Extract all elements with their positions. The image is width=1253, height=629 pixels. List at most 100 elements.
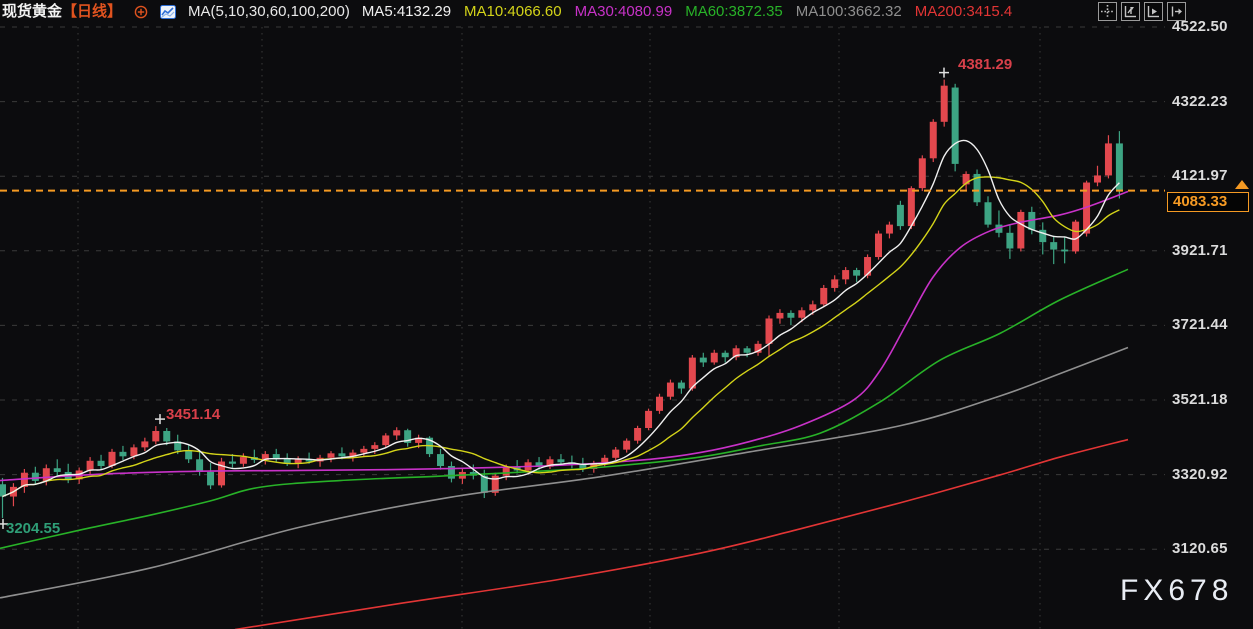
candle [458,468,466,484]
candle [141,437,149,452]
candle [20,468,28,493]
ma-legend-item-ma60: MA60:3872.35 [685,3,783,20]
candle [1061,237,1069,264]
candle [820,284,828,308]
ma100-line [0,346,1129,599]
last-price-tag: 4083.33 [1167,191,1249,212]
candle [327,451,335,463]
candle [437,448,444,470]
ma60-line [0,268,1129,550]
candle [1050,235,1058,265]
candle [1115,131,1123,199]
candle [634,425,642,444]
candle [787,310,795,326]
candle [568,455,576,469]
extreme-cross-marker [155,414,165,425]
candle [656,393,663,414]
candle [546,456,554,469]
price-up-arrow-icon [1235,179,1249,189]
candle [885,221,893,239]
axis-tick-label: 3721.44 [1172,316,1228,334]
candle [612,447,620,461]
ma-group-label: MA(5,10,30,60,100,200) [188,3,350,20]
candle [228,454,236,468]
candle [831,275,839,292]
symbol-title: 现货黄金【日线】 [2,1,122,23]
axis-tick-label: 4121.97 [1172,167,1228,185]
axis-tick-label: 3521.18 [1172,391,1228,408]
chart-style-icon[interactable] [160,5,177,19]
pane-play-icon[interactable] [1144,2,1163,21]
candle [875,230,882,260]
candle [360,445,368,458]
candle [853,267,861,282]
candle [119,445,127,461]
candle [1104,135,1112,179]
candle [42,464,50,486]
candle [951,83,959,172]
candle [53,459,61,476]
candle [842,267,850,285]
candle [1006,224,1014,259]
candle [688,354,696,391]
candle [196,451,204,476]
extreme-cross-marker [0,518,8,529]
exit-pane-icon[interactable] [1167,2,1186,21]
price-extreme-label: 4381.29 [958,55,1013,73]
candle [1017,209,1025,252]
axis-tick-label: 4322.23 [1172,92,1228,110]
candle [535,457,543,470]
crosshair-tool-icon[interactable] [1098,2,1117,21]
candle [447,461,455,483]
extreme-cross-marker [939,67,949,78]
ma10-line [2,176,1120,498]
axis-tick-label: 3320.92 [1172,465,1228,483]
candle [677,380,685,394]
candle [645,408,653,431]
chart-header: 现货黄金【日线】 MA(5,10,30,60,100,200) MA5:4132… [2,1,1012,23]
symbol-name: 现货黄金 [2,3,63,20]
candle [776,309,784,324]
candle [1072,219,1080,254]
candle [491,472,499,496]
candle [557,454,565,466]
candle [765,315,773,357]
ma200-line [234,438,1129,629]
price-extreme-label: 3451.14 [166,406,221,424]
fx678-watermark: FX678 [1120,574,1234,607]
axis-tick-label: 4522.50 [1172,18,1228,35]
candle [174,434,182,455]
candle [207,463,215,490]
candle [623,438,631,453]
candle [1094,165,1101,187]
candle [9,483,17,507]
ma-legend-item-ma200: MA200:3415.4 [914,3,1013,20]
candle [754,340,762,356]
candle [349,449,357,462]
candle [404,428,412,447]
chart-toolbar [1098,2,1186,21]
candle [929,119,937,163]
candle [710,349,718,365]
candle [371,442,379,455]
candle [962,171,970,190]
candle [995,210,1003,238]
candle [31,466,39,485]
add-indicator-icon[interactable] [134,5,148,19]
axis-tick-label: 3921.71 [1172,241,1228,259]
candle [918,155,926,192]
ma-legend-item-ma100: MA100:3662.32 [795,3,902,20]
price-extreme-label: 3204.55 [6,519,61,537]
candle [239,453,247,467]
candle [940,79,948,127]
ma5-line [2,139,1120,498]
candle [984,196,992,228]
candle [185,445,193,464]
candle [699,352,707,367]
pane-restore-icon[interactable] [1121,2,1140,21]
candle [973,169,981,206]
candle [294,456,302,469]
candle [163,428,171,446]
